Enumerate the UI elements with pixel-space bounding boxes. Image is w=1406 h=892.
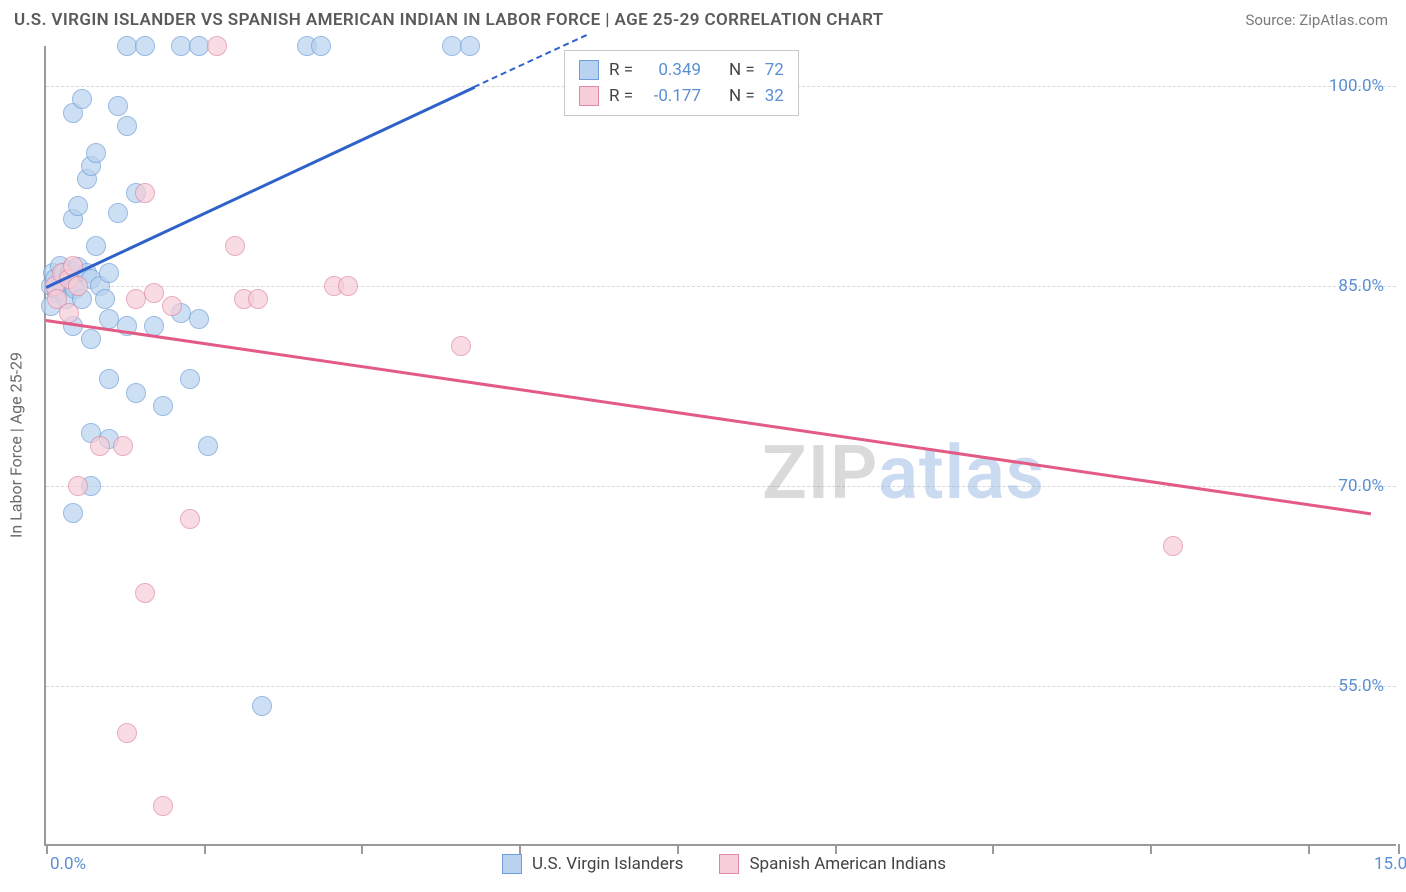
data-point	[126, 383, 146, 403]
r-value: -0.177	[643, 86, 701, 106]
legend-swatch	[502, 854, 522, 874]
xtick	[361, 844, 363, 854]
data-point	[126, 289, 146, 309]
n-label: N =	[729, 86, 755, 106]
legend-stats: R = 0.349 N = 72 R = -0.177 N = 32	[564, 50, 799, 116]
data-point	[311, 36, 331, 56]
n-value: 32	[765, 86, 784, 106]
data-point	[144, 283, 164, 303]
data-point	[117, 723, 137, 743]
ytick-label: 55.0%	[1338, 676, 1384, 696]
legend-swatch	[579, 60, 599, 80]
legend-label: U.S. Virgin Islanders	[532, 854, 683, 874]
data-point	[68, 476, 88, 496]
data-point	[180, 509, 200, 529]
legend-row: R = -0.177 N = 32	[579, 83, 784, 109]
data-point	[198, 436, 218, 456]
xtick	[992, 844, 994, 854]
data-point	[338, 276, 358, 296]
data-point	[153, 796, 173, 816]
legend-item: Spanish American Indians	[719, 854, 946, 874]
chart-title: U.S. VIRGIN ISLANDER VS SPANISH AMERICAN…	[14, 10, 884, 30]
data-point	[113, 436, 133, 456]
data-point	[95, 289, 115, 309]
legend-series: U.S. Virgin Islanders Spanish American In…	[502, 854, 946, 874]
legend-swatch	[579, 86, 599, 106]
watermark: ZIPatlas	[762, 430, 1045, 517]
data-point	[442, 36, 462, 56]
data-point	[68, 196, 88, 216]
data-point	[451, 336, 471, 356]
n-value: 72	[765, 60, 784, 80]
data-point	[189, 36, 209, 56]
legend-row: R = 0.349 N = 72	[579, 57, 784, 83]
data-point	[81, 329, 101, 349]
data-point	[189, 309, 209, 329]
ytick-label: 100.0%	[1329, 76, 1384, 96]
data-point	[117, 36, 137, 56]
data-point	[207, 36, 227, 56]
xtick	[835, 844, 837, 854]
data-point	[248, 289, 268, 309]
xtick	[677, 844, 679, 854]
data-point	[225, 236, 245, 256]
scatter-chart: In Labor Force | Age 25-29 55.0%70.0%85.…	[44, 46, 1396, 846]
trend-line	[45, 86, 474, 288]
data-point	[59, 303, 79, 323]
xtick-label: 15.0%	[1374, 854, 1406, 874]
data-point	[86, 236, 106, 256]
xtick	[1308, 844, 1310, 854]
data-point	[63, 503, 83, 523]
ytick-label: 70.0%	[1338, 476, 1384, 496]
data-point	[171, 36, 191, 56]
data-point	[117, 116, 137, 136]
data-point	[135, 36, 155, 56]
data-point	[99, 263, 119, 283]
data-point	[86, 143, 106, 163]
source-label: Source: ZipAtlas.com	[1245, 11, 1388, 29]
xtick	[1150, 844, 1152, 854]
legend-item: U.S. Virgin Islanders	[502, 854, 683, 874]
r-label: R =	[609, 86, 633, 106]
xtick	[46, 844, 48, 854]
data-point	[180, 369, 200, 389]
data-point	[68, 276, 88, 296]
n-label: N =	[729, 60, 755, 80]
gridline-h	[46, 286, 1396, 287]
data-point	[135, 583, 155, 603]
data-point	[162, 296, 182, 316]
data-point	[153, 396, 173, 416]
r-label: R =	[609, 60, 633, 80]
yaxis-title: In Labor Force | Age 25-29	[7, 352, 26, 538]
xtick	[1398, 844, 1400, 854]
data-point	[108, 203, 128, 223]
data-point	[460, 36, 480, 56]
data-point	[90, 436, 110, 456]
xtick	[519, 844, 521, 854]
ytick-label: 85.0%	[1338, 276, 1384, 296]
legend-swatch	[719, 854, 739, 874]
data-point	[135, 183, 155, 203]
data-point	[72, 89, 92, 109]
data-point	[252, 696, 272, 716]
xtick	[204, 844, 206, 854]
r-value: 0.349	[643, 60, 701, 80]
data-point	[99, 369, 119, 389]
data-point	[108, 96, 128, 116]
legend-label: Spanish American Indians	[749, 854, 946, 874]
xtick-label: 0.0%	[50, 854, 86, 874]
data-point	[1163, 536, 1183, 556]
gridline-h	[46, 686, 1396, 687]
